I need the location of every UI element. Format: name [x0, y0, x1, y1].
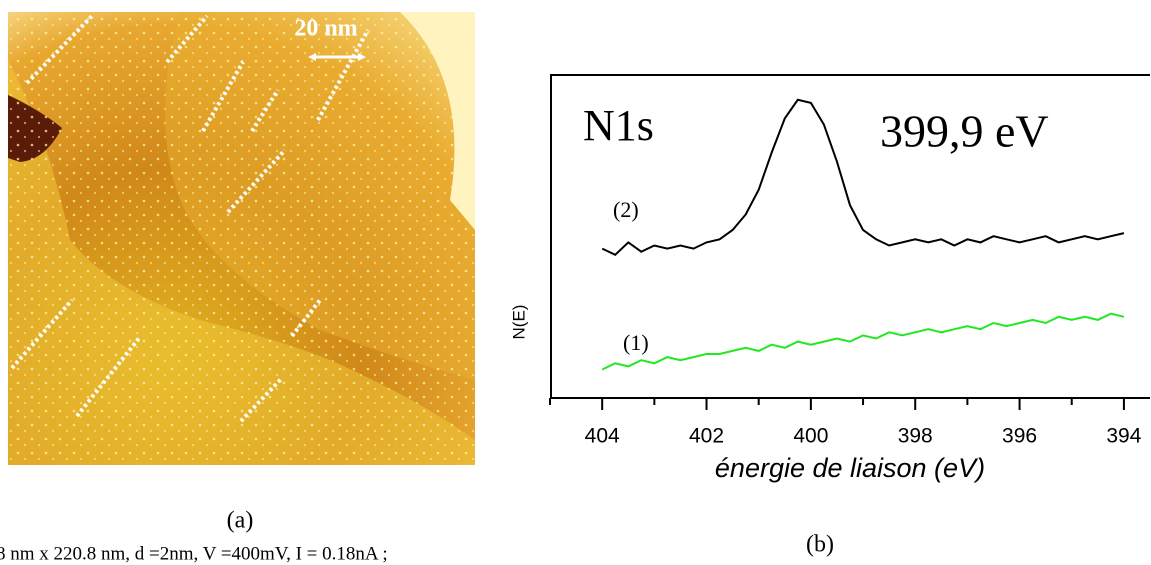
- panel-label: (b): [806, 532, 834, 558]
- spectrum-line: [601, 312, 1125, 371]
- x-axis-label: énergie de liaison (eV): [715, 453, 985, 483]
- y-axis-label: N(E): [509, 305, 528, 340]
- x-tick-label: 396: [1002, 425, 1037, 448]
- stm-image: 20 nm: [8, 12, 475, 465]
- x-tick-label: 400: [793, 425, 828, 448]
- annotation: N1s: [583, 101, 654, 150]
- annotation: 399,9 eV: [880, 106, 1049, 157]
- caption: 8 nm x 220.8 nm, d =2nm, V =400mV, I = 0…: [0, 543, 388, 564]
- x-tick-label: 402: [689, 425, 724, 448]
- spectrum-line: [601, 98, 1125, 256]
- annotation: (2): [613, 197, 639, 222]
- x-tick-label: 394: [1106, 425, 1141, 448]
- x-tick-label: 404: [585, 425, 620, 448]
- annotation: (1): [623, 330, 649, 355]
- scale-label: 20 nm: [294, 16, 357, 42]
- x-tick-label: 398: [898, 425, 933, 448]
- panel-label: (a): [227, 508, 254, 534]
